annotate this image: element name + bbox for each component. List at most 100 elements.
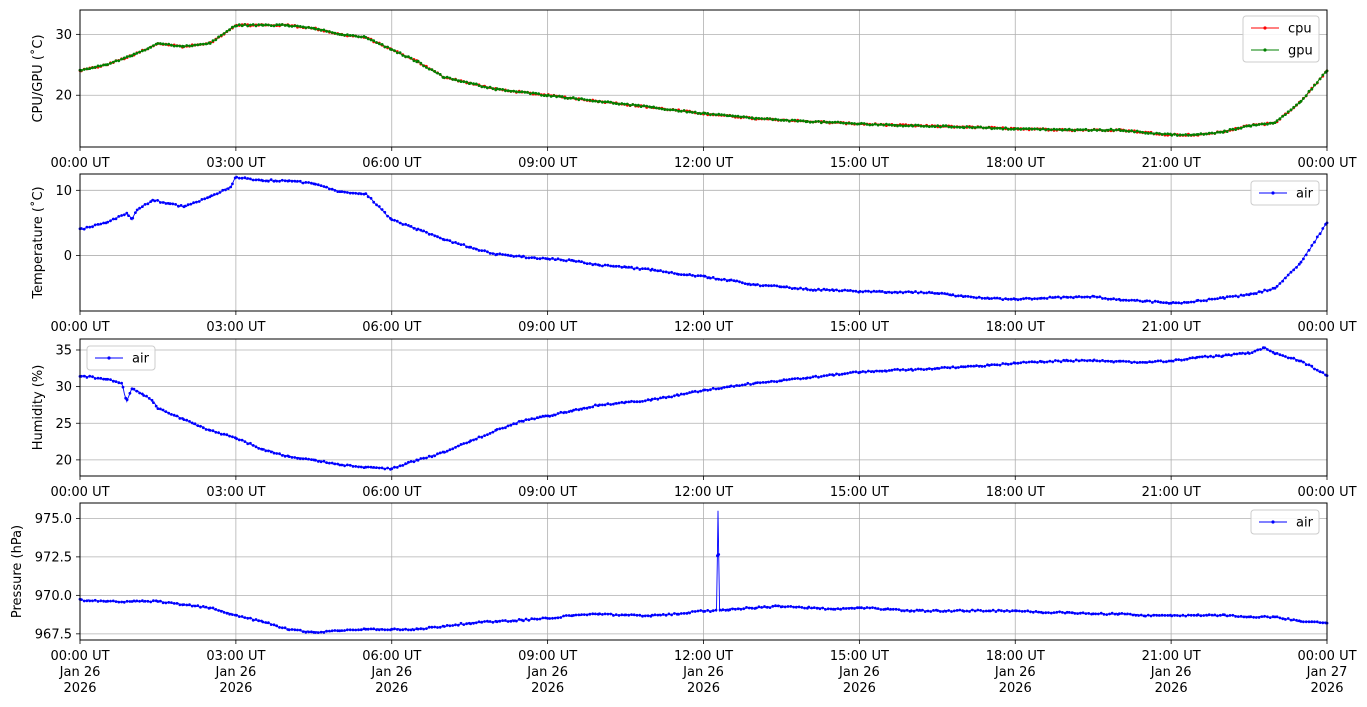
data-point — [679, 612, 683, 615]
data-point — [1302, 257, 1305, 261]
data-point — [782, 378, 786, 382]
data-point — [994, 610, 998, 613]
data-point — [740, 281, 744, 285]
data-point — [1216, 614, 1219, 618]
data-point — [336, 32, 340, 36]
data-point — [275, 23, 279, 27]
data-point — [96, 600, 100, 603]
data-point — [1241, 351, 1244, 355]
data-point — [1069, 295, 1073, 299]
data-point — [1081, 611, 1085, 615]
data-point — [722, 277, 726, 281]
data-point — [128, 54, 132, 58]
data-point — [520, 90, 524, 93]
data-point — [1127, 360, 1131, 363]
data-point — [491, 620, 495, 624]
data-point — [603, 403, 607, 407]
data-point — [601, 403, 604, 407]
x-tick-label: 00:00 UT — [50, 320, 109, 335]
data-point — [558, 94, 561, 98]
data-point — [1041, 611, 1045, 615]
data-point — [156, 199, 160, 202]
data-point — [196, 424, 200, 427]
data-point — [448, 76, 452, 80]
data-point — [975, 364, 978, 367]
data-point — [199, 42, 202, 46]
data-point — [1135, 298, 1139, 302]
data-point — [1318, 621, 1322, 624]
data-point — [580, 407, 583, 411]
data-point — [1024, 361, 1028, 364]
data-point — [646, 398, 650, 402]
data-point — [1249, 615, 1253, 619]
data-point — [1176, 614, 1179, 617]
data-point — [354, 628, 358, 632]
data-point — [509, 254, 513, 258]
data-point — [562, 259, 565, 262]
data-point — [106, 63, 110, 66]
data-point — [950, 125, 953, 129]
data-point — [1289, 356, 1293, 360]
data-point — [146, 202, 150, 206]
data-point — [469, 622, 473, 626]
data-point — [235, 175, 239, 179]
data-point — [512, 619, 516, 623]
data-point — [407, 460, 410, 464]
data-point — [768, 117, 772, 121]
data-point — [251, 178, 255, 182]
data-point — [606, 402, 610, 406]
data-point — [117, 600, 121, 604]
data-point — [348, 463, 352, 467]
data-point — [627, 265, 631, 269]
data-point — [564, 411, 568, 414]
data-point — [193, 422, 197, 426]
data-point — [1112, 297, 1115, 301]
data-point — [585, 98, 589, 102]
data-point — [876, 123, 880, 127]
data-point — [1188, 356, 1192, 360]
data-point — [117, 215, 121, 218]
data-point — [443, 625, 446, 628]
data-point — [814, 120, 818, 123]
data-point — [632, 267, 636, 271]
x-tick-label: 18:00 UT — [986, 649, 1045, 664]
data-point — [847, 607, 851, 610]
data-point — [933, 125, 937, 129]
data-point — [249, 616, 252, 620]
data-point — [825, 288, 829, 291]
data-point — [316, 460, 320, 463]
data-point — [530, 417, 534, 420]
data-point — [1275, 284, 1279, 288]
data-point — [653, 268, 657, 272]
data-point — [685, 273, 689, 277]
data-point — [1077, 359, 1081, 363]
data-point — [1030, 127, 1034, 131]
data-point — [650, 397, 654, 401]
data-point — [1310, 244, 1314, 247]
data-point — [990, 127, 994, 131]
data-point — [164, 43, 168, 46]
data-point — [957, 366, 960, 369]
data-point — [936, 124, 940, 128]
data-point — [643, 614, 647, 618]
data-point — [348, 34, 352, 37]
data-point — [657, 107, 661, 110]
data-point — [785, 118, 788, 122]
data-point — [272, 179, 276, 183]
data-point — [922, 291, 926, 295]
data-point — [225, 433, 229, 437]
data-point — [571, 96, 575, 99]
data-point — [152, 401, 155, 404]
data-point — [161, 42, 165, 46]
data-point — [696, 390, 700, 394]
data-point — [842, 121, 845, 125]
data-point — [1119, 298, 1122, 302]
data-point — [474, 82, 478, 86]
data-point — [630, 613, 633, 616]
data-point — [1062, 295, 1066, 299]
data-point — [588, 612, 592, 616]
data-point — [808, 376, 812, 380]
data-point — [907, 368, 910, 371]
data-point — [85, 376, 89, 379]
data-point — [1148, 360, 1151, 363]
